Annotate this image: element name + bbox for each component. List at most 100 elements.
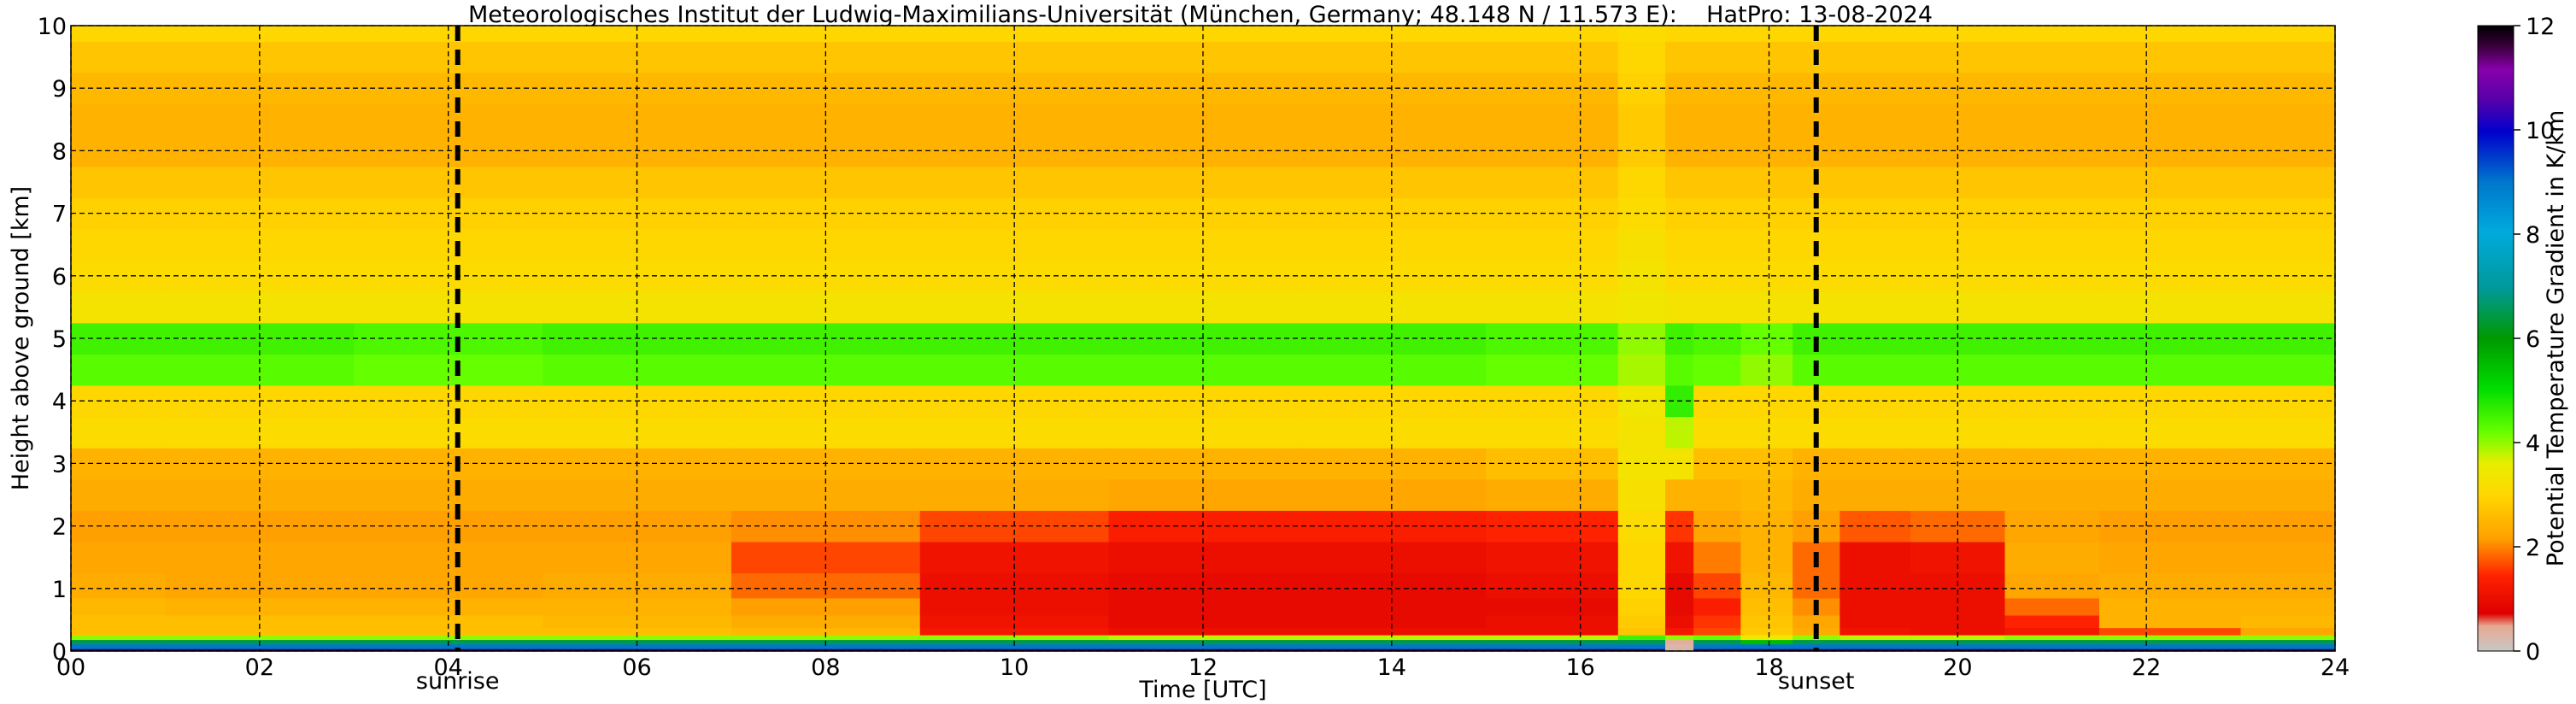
heatmap-cell [1740, 26, 1793, 42]
heatmap-cell [1665, 639, 1694, 645]
heatmap-cell [1617, 448, 1666, 480]
y-tick-label: 0 [52, 639, 67, 666]
chart-title: Meteorologisches Institut der Ludwig-Max… [468, 2, 1933, 28]
x-tick-label: 10 [1000, 654, 1029, 681]
heatmap-cell [919, 627, 1110, 636]
heatmap-cell [2098, 541, 2242, 574]
heatmap-cell [731, 634, 921, 641]
x-tick-label: 20 [1943, 654, 1972, 681]
heatmap-cell [1617, 639, 1666, 645]
y-tick-label: 5 [52, 326, 67, 353]
heatmap-cell [1617, 354, 1666, 386]
heatmap-cell [1693, 510, 1741, 543]
heatmap-cell [71, 416, 167, 449]
heatmap-cell [2098, 228, 2242, 261]
heatmap-cell [1693, 197, 1741, 230]
heatmap-cell [71, 354, 167, 386]
heatmap-cell [1840, 643, 1911, 649]
heatmap-cell [2098, 291, 2242, 324]
x-tick-label: 12 [1188, 654, 1218, 681]
heatmap-cell [1665, 103, 1694, 136]
x-tick-label: 22 [2132, 654, 2161, 681]
heatmap-cell [2240, 639, 2336, 645]
heatmap-cell [2098, 572, 2242, 599]
colorbar-tick-label: 6 [2526, 326, 2540, 353]
heatmap-cell [1665, 166, 1694, 198]
heatmap-cell [543, 627, 732, 636]
heatmap-cell [1910, 614, 2006, 629]
heatmap-cell [1693, 26, 1741, 42]
heatmap-cell [1693, 643, 1741, 649]
x-tick-label: 04 [433, 654, 462, 681]
heatmap-cell [71, 648, 167, 652]
heatmap-cell [2098, 103, 2242, 136]
heatmap-cell [543, 634, 732, 641]
heatmap-cell [1840, 614, 1911, 629]
heatmap-cell [1617, 614, 1666, 629]
heatmap-cell [354, 614, 543, 629]
heatmap-cell [543, 26, 732, 42]
sunset-label: sunset [1778, 668, 1855, 695]
heatmap-cell [1740, 166, 1793, 198]
heatmap-cell [1617, 228, 1666, 261]
heatmap-cell [2240, 541, 2336, 574]
x-tick-label: 18 [1754, 654, 1783, 681]
heatmap-cell [2004, 627, 2100, 636]
heatmap-cell [1297, 26, 1487, 42]
heatmap-cell [1840, 597, 1911, 616]
heatmap-cell [2004, 597, 2100, 616]
heatmap-cell [1840, 627, 1911, 636]
heatmap-cell [1693, 41, 1741, 73]
heatmap-cell [2004, 648, 2100, 652]
heatmap-cell [1486, 291, 1619, 324]
heatmap-cell [1793, 639, 1840, 645]
heatmap-cell [919, 634, 1110, 641]
x-tick-label: 02 [245, 654, 274, 681]
heatmap-cell [1840, 103, 1911, 136]
x-tick-label: 00 [56, 654, 85, 681]
heatmap-cell [1617, 634, 1666, 641]
heatmap-cell [2240, 627, 2336, 636]
heatmap-cell [1665, 416, 1694, 449]
heatmap-cell [1840, 166, 1911, 198]
heatmap-cell [1665, 572, 1694, 599]
heatmap-cell [1486, 643, 1619, 649]
heatmap-cell [1693, 103, 1741, 136]
heatmap-cell [1665, 478, 1694, 511]
heatmap-cell [1617, 643, 1666, 649]
heatmap-cell [1486, 572, 1619, 599]
heatmap-cell [1840, 648, 1911, 652]
heatmap-cell [2240, 597, 2336, 616]
heatmap-cell [1108, 627, 1299, 636]
colorbar-tick-label: 4 [2526, 431, 2540, 457]
heatmap-cell [71, 228, 167, 261]
heatmap-cell [2098, 26, 2242, 42]
colorbar-tick-label: 10 [2526, 118, 2555, 144]
heatmap-cell [1740, 648, 1793, 652]
colorbar-label: Potential Temperature Gradient in K/km [2543, 110, 2569, 567]
heatmap-cell [1740, 354, 1793, 386]
heatmap-cell [2004, 639, 2100, 645]
heatmap-cell [1693, 354, 1741, 386]
heatmap-cell [731, 643, 921, 649]
heatmap-cell [1793, 614, 1840, 629]
heatmap-cell [165, 643, 355, 649]
heatmap-cell [1617, 541, 1666, 574]
heatmap-cell [1486, 634, 1619, 641]
colorbar-tick-label: 12 [2526, 14, 2555, 40]
heatmap-cell [1693, 260, 1741, 292]
heatmap-cell [2240, 26, 2336, 42]
heatmap-cell [1840, 639, 1911, 645]
heatmap-cell [2240, 478, 2336, 511]
heatmap-cell [1617, 197, 1666, 230]
heatmap-cell [1665, 648, 1694, 652]
heatmap-cell [1108, 26, 1299, 42]
heatmap-cell [71, 26, 167, 42]
heatmap-cell [1693, 541, 1741, 574]
heatmap-cell [165, 634, 355, 641]
y-tick-label: 9 [52, 76, 67, 103]
heatmap-cell [1486, 614, 1619, 629]
plot-frame [70, 25, 2336, 652]
heatmap-cell [1740, 416, 1793, 449]
